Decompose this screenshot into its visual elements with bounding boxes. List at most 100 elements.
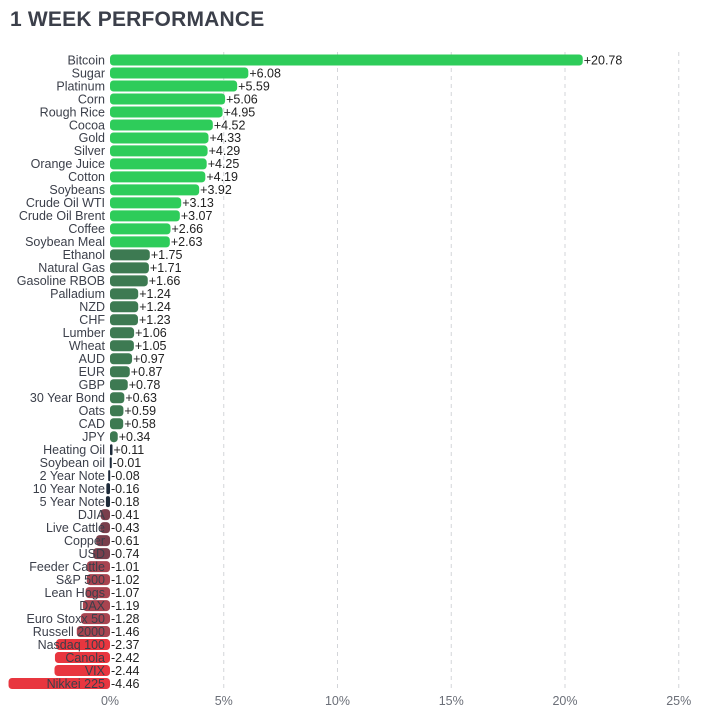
value-label: +4.19 — [206, 170, 238, 184]
category-label: Corn — [78, 92, 105, 106]
bar — [100, 522, 110, 534]
category-label: Live Cattle — [46, 521, 105, 535]
value-label: -0.08 — [111, 469, 140, 483]
category-label: JPY — [82, 430, 106, 444]
bar — [109, 457, 112, 469]
bars — [8, 54, 583, 690]
category-label: Orange Juice — [31, 157, 105, 171]
category-label: Soybean oil — [40, 456, 105, 470]
category-label: Nasdaq 100 — [38, 638, 105, 652]
bar — [82, 600, 110, 612]
value-label: +3.92 — [200, 183, 232, 197]
category-label: Nikkei 225 — [47, 677, 105, 691]
value-label: +1.05 — [135, 339, 167, 353]
value-label: -1.28 — [111, 612, 140, 626]
bar — [110, 405, 124, 417]
category-label: EUR — [79, 365, 105, 379]
bar — [110, 418, 124, 430]
category-label: Lumber — [63, 326, 105, 340]
x-tick-label: 10% — [325, 694, 350, 708]
value-label: +5.59 — [238, 79, 270, 93]
category-label: Bitcoin — [67, 53, 105, 67]
category-label: Palladium — [50, 287, 105, 301]
category-label: Cotton — [68, 170, 105, 184]
value-label: +1.24 — [139, 287, 171, 301]
value-label: -0.18 — [111, 495, 140, 509]
x-axis-ticks: 0% 5% 10% 15% 20% 25% — [101, 694, 691, 708]
value-labels: +20.78+6.08+5.59+5.06+4.95+4.52+4.33+4.2… — [111, 53, 622, 691]
bar — [110, 93, 226, 105]
category-label: Rough Rice — [40, 105, 105, 119]
value-label: +0.59 — [124, 404, 156, 418]
x-tick-label: 15% — [439, 694, 464, 708]
category-label: S&P 500 — [56, 573, 105, 587]
category-label: GBP — [79, 378, 105, 392]
value-label: +1.06 — [135, 326, 167, 340]
value-label: +4.95 — [224, 105, 256, 119]
value-label: +0.34 — [119, 430, 151, 444]
bar — [56, 639, 110, 651]
bar — [86, 574, 110, 586]
bar — [110, 184, 200, 196]
bar — [110, 158, 207, 170]
category-label: Soybeans — [49, 183, 105, 197]
value-label: -0.43 — [111, 521, 140, 535]
value-label: -4.46 — [111, 677, 140, 691]
bar — [110, 275, 148, 287]
value-label: +0.87 — [131, 365, 163, 379]
value-label: +0.11 — [114, 443, 145, 457]
category-label: 10 Year Note — [33, 482, 105, 496]
value-label: +20.78 — [584, 53, 623, 67]
bar — [110, 392, 125, 404]
value-label: +4.29 — [209, 144, 241, 158]
value-label: +0.58 — [124, 417, 156, 431]
bar — [110, 54, 583, 66]
bar — [110, 171, 206, 183]
category-label: CHF — [79, 313, 105, 327]
value-label: +1.75 — [151, 248, 183, 262]
category-label: NZD — [79, 300, 105, 314]
bar — [110, 145, 208, 157]
bar — [110, 262, 149, 274]
value-label: +0.97 — [133, 352, 165, 366]
bar — [105, 496, 110, 508]
category-label: Cocoa — [69, 118, 105, 132]
bar — [110, 223, 171, 235]
bar — [110, 327, 135, 339]
bar — [110, 301, 139, 313]
bar — [110, 210, 180, 222]
category-label: 5 Year Note — [40, 495, 105, 509]
category-label: DAX — [79, 599, 105, 613]
bar — [110, 236, 170, 248]
gridlines — [223, 52, 680, 690]
value-label: -1.07 — [111, 586, 140, 600]
category-label: Euro Stoxx 50 — [26, 612, 105, 626]
bar — [110, 80, 238, 92]
category-label: Copper — [64, 534, 105, 548]
bar — [110, 197, 182, 209]
category-label: Silver — [74, 144, 105, 158]
value-label: +1.24 — [139, 300, 171, 314]
category-label: Wheat — [69, 339, 106, 353]
bar — [110, 431, 118, 443]
category-label: Feeder Cattle — [29, 560, 105, 574]
value-label: +3.13 — [182, 196, 214, 210]
category-label: Canola — [65, 651, 105, 665]
bar — [106, 483, 110, 495]
value-label: +3.07 — [181, 209, 213, 223]
x-tick-label: 5% — [215, 694, 233, 708]
category-label: Crude Oil Brent — [19, 209, 106, 223]
value-label: -1.19 — [111, 599, 140, 613]
category-label: Soybean Meal — [25, 235, 105, 249]
category-label: CAD — [79, 417, 105, 431]
bar — [100, 509, 110, 521]
value-label: -2.42 — [111, 651, 140, 665]
bar — [54, 652, 110, 664]
category-label: Gasoline RBOB — [17, 274, 105, 288]
bar — [110, 379, 128, 391]
category-label: Crude Oil WTI — [26, 196, 105, 210]
bar — [110, 340, 134, 352]
category-label: Lean Hogs — [45, 586, 105, 600]
